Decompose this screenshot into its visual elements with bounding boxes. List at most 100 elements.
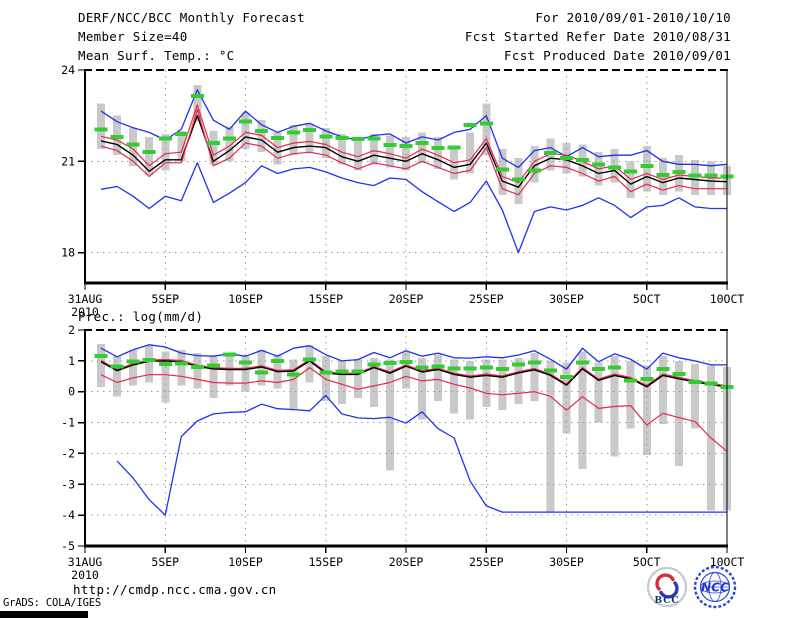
temperature-chart-title: Mean Surf. Temp.: °C xyxy=(78,48,235,63)
series-ensemble-max xyxy=(100,344,727,370)
reference-dash xyxy=(447,366,461,371)
reference-dash xyxy=(495,167,509,172)
reference-dash xyxy=(560,156,573,161)
x-tick-label: 10OCT xyxy=(710,555,745,569)
reference-dash xyxy=(511,177,525,182)
reference-dash xyxy=(255,128,269,133)
spread-bar xyxy=(562,362,571,434)
reference-dash xyxy=(126,142,140,147)
spread-bar xyxy=(626,360,635,429)
reference-dash xyxy=(576,360,590,365)
spread-bar xyxy=(97,343,106,388)
grads-window-bar xyxy=(0,611,88,618)
spread-bar xyxy=(289,359,298,411)
spread-bar xyxy=(113,356,122,397)
y-tick-label: -3 xyxy=(61,477,75,491)
reference-dash xyxy=(399,144,413,149)
series-mean-minus-std xyxy=(100,367,728,452)
x-tick-label: 30SEP xyxy=(549,292,584,306)
ncc-logo: NCC xyxy=(693,565,737,609)
reference-dash xyxy=(688,379,702,384)
x-tick-label: 20SEP xyxy=(389,292,424,306)
y-tick-label: -2 xyxy=(61,446,75,460)
x-tick-label: 5OCT xyxy=(633,292,661,306)
y-tick-label: -4 xyxy=(61,508,75,522)
bcc-logo-label: BCC xyxy=(654,596,679,606)
x-tick-label: 25SEP xyxy=(469,555,504,569)
reference-dash xyxy=(110,364,124,369)
spread-bar xyxy=(498,149,507,195)
reference-dash xyxy=(608,365,622,370)
spread-bar xyxy=(129,350,138,386)
spread-bar xyxy=(241,356,250,392)
spread-bar xyxy=(402,351,410,389)
spread-bar xyxy=(450,359,459,414)
reference-dash xyxy=(383,143,397,148)
reference-dash xyxy=(704,173,718,178)
spread-bar xyxy=(97,103,106,150)
x-tick-label: 10OCT xyxy=(710,292,745,306)
reference-dash xyxy=(656,366,670,371)
x-year-label: 2010 xyxy=(71,568,99,582)
y-tick-label: 1 xyxy=(68,354,75,368)
spread-bar xyxy=(530,353,539,401)
reference-dash xyxy=(608,165,622,170)
reference-dash xyxy=(351,137,365,142)
spread-bar xyxy=(353,359,362,398)
page-title: DERF/NCC/BCC Monthly Forecast xyxy=(78,10,305,25)
source-url: http://cmdp.ncc.cma.gov.cn xyxy=(73,582,277,597)
series-ensemble-mean xyxy=(100,360,728,388)
spread-bar xyxy=(209,356,218,398)
reference-dash xyxy=(640,163,654,168)
spread-bar xyxy=(482,103,491,156)
spread-bar xyxy=(177,350,186,386)
x-tick-label: 10SEP xyxy=(228,292,263,306)
spread-bar xyxy=(353,139,362,171)
x-year-label: 2010 xyxy=(71,305,99,319)
reference-dash xyxy=(174,361,188,366)
series-ensemble-max xyxy=(100,89,728,169)
forecast-range-label: For 2010/09/01-2010/10/10 xyxy=(535,10,731,25)
precipitation-chart-title: Prec.: log(mm/d) xyxy=(78,309,204,324)
spread-bar xyxy=(193,85,202,122)
reference-dash xyxy=(415,365,429,370)
series-mean-minus-std xyxy=(100,109,727,196)
spread-bar xyxy=(129,127,138,166)
spread-bar xyxy=(642,146,651,192)
x-tick-label: 5SEP xyxy=(151,555,179,569)
spread-bar xyxy=(642,365,651,455)
reference-dash xyxy=(640,376,654,381)
reference-dash xyxy=(335,369,349,374)
ncc-logo-label: NCC xyxy=(701,581,729,595)
reference-dash xyxy=(303,127,317,132)
series-mean-plus-std xyxy=(100,104,727,184)
spread-bar xyxy=(546,360,555,513)
produced-date-label: Fcst Produced Date 2010/09/01 xyxy=(504,48,731,63)
spread-bar xyxy=(658,356,667,425)
spread-bar xyxy=(385,359,394,471)
reference-dash xyxy=(495,366,509,371)
spread-bar xyxy=(578,351,587,469)
reference-dash xyxy=(222,136,236,141)
reference-dash xyxy=(126,359,140,364)
y-tick-label: 21 xyxy=(61,154,75,168)
bcc-blue-swirl xyxy=(659,581,679,599)
reference-dash xyxy=(255,370,269,375)
spread-bar xyxy=(337,360,346,405)
spread-bar xyxy=(674,360,683,466)
spread-bar xyxy=(594,362,603,423)
reference-dash xyxy=(239,119,252,124)
reference-dash xyxy=(415,141,429,146)
x-tick-label: 15SEP xyxy=(308,555,343,569)
x-tick-label: 30SEP xyxy=(549,555,584,569)
reference-dash xyxy=(110,134,124,139)
spread-bar xyxy=(434,354,443,401)
spread-bar xyxy=(402,136,410,171)
reference-dash xyxy=(271,135,285,140)
x-tick-label: 20SEP xyxy=(389,555,424,569)
reference-dash xyxy=(592,366,606,371)
reference-dash xyxy=(206,141,220,146)
x-tick-label: 31AUG xyxy=(68,292,103,306)
reference-dash xyxy=(560,375,573,380)
